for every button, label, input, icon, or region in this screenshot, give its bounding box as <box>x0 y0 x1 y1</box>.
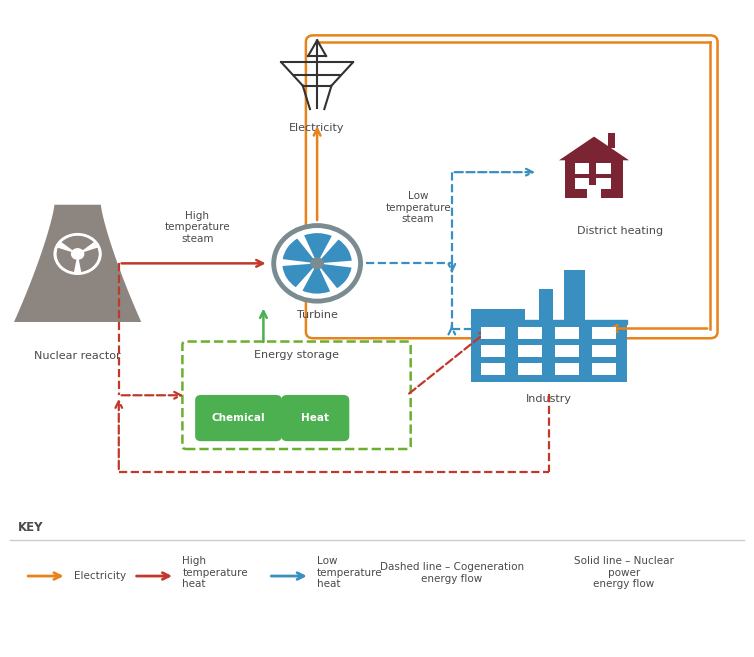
Text: Dashed line – Cogeneration
energy flow: Dashed line – Cogeneration energy flow <box>380 562 524 583</box>
Text: Solid line – Nuclear
power
energy flow: Solid line – Nuclear power energy flow <box>574 556 674 589</box>
Polygon shape <box>471 320 627 324</box>
FancyBboxPatch shape <box>481 363 505 375</box>
FancyBboxPatch shape <box>587 185 601 198</box>
Text: Electricity: Electricity <box>290 124 345 133</box>
Wedge shape <box>57 248 78 272</box>
Wedge shape <box>283 263 317 287</box>
FancyBboxPatch shape <box>592 327 616 339</box>
FancyBboxPatch shape <box>565 160 624 198</box>
Text: High
temperature
steam: High temperature steam <box>164 211 230 244</box>
FancyBboxPatch shape <box>555 345 579 357</box>
FancyBboxPatch shape <box>564 270 585 324</box>
Polygon shape <box>14 205 141 322</box>
Circle shape <box>310 258 324 269</box>
Text: Industry: Industry <box>526 394 572 403</box>
FancyBboxPatch shape <box>195 395 282 442</box>
Text: Chemical: Chemical <box>212 413 265 423</box>
Wedge shape <box>304 233 332 263</box>
FancyBboxPatch shape <box>555 327 579 339</box>
FancyBboxPatch shape <box>182 342 411 449</box>
Wedge shape <box>61 235 94 254</box>
Text: Energy storage: Energy storage <box>254 350 339 360</box>
FancyBboxPatch shape <box>596 163 611 174</box>
FancyBboxPatch shape <box>575 163 590 174</box>
Wedge shape <box>302 263 330 294</box>
FancyBboxPatch shape <box>596 178 611 189</box>
Text: Turbine: Turbine <box>296 310 338 320</box>
FancyBboxPatch shape <box>518 345 542 357</box>
FancyBboxPatch shape <box>281 395 349 442</box>
Wedge shape <box>317 240 351 263</box>
FancyBboxPatch shape <box>592 363 616 375</box>
Text: High
temperature
heat: High temperature heat <box>182 556 248 589</box>
FancyBboxPatch shape <box>471 309 525 382</box>
FancyBboxPatch shape <box>575 178 590 189</box>
FancyBboxPatch shape <box>481 327 505 339</box>
Circle shape <box>54 233 102 275</box>
Wedge shape <box>317 263 351 288</box>
FancyBboxPatch shape <box>518 363 542 375</box>
Text: KEY: KEY <box>18 521 43 533</box>
Text: Heat: Heat <box>302 413 329 423</box>
Text: Low
temperature
steam: Low temperature steam <box>385 191 451 224</box>
FancyBboxPatch shape <box>608 133 615 148</box>
Polygon shape <box>559 137 629 160</box>
Circle shape <box>274 225 360 301</box>
FancyBboxPatch shape <box>481 345 505 357</box>
Circle shape <box>71 248 84 260</box>
FancyBboxPatch shape <box>592 345 616 357</box>
Wedge shape <box>78 248 99 272</box>
Wedge shape <box>283 238 317 263</box>
Text: Nuclear reactor: Nuclear reactor <box>35 351 121 361</box>
Text: Electricity: Electricity <box>74 571 126 581</box>
Text: Low
temperature
heat: Low temperature heat <box>317 556 383 589</box>
FancyBboxPatch shape <box>539 290 553 324</box>
FancyBboxPatch shape <box>518 327 542 339</box>
Text: District heating: District heating <box>577 225 664 236</box>
FancyBboxPatch shape <box>471 324 627 382</box>
FancyBboxPatch shape <box>555 363 579 375</box>
